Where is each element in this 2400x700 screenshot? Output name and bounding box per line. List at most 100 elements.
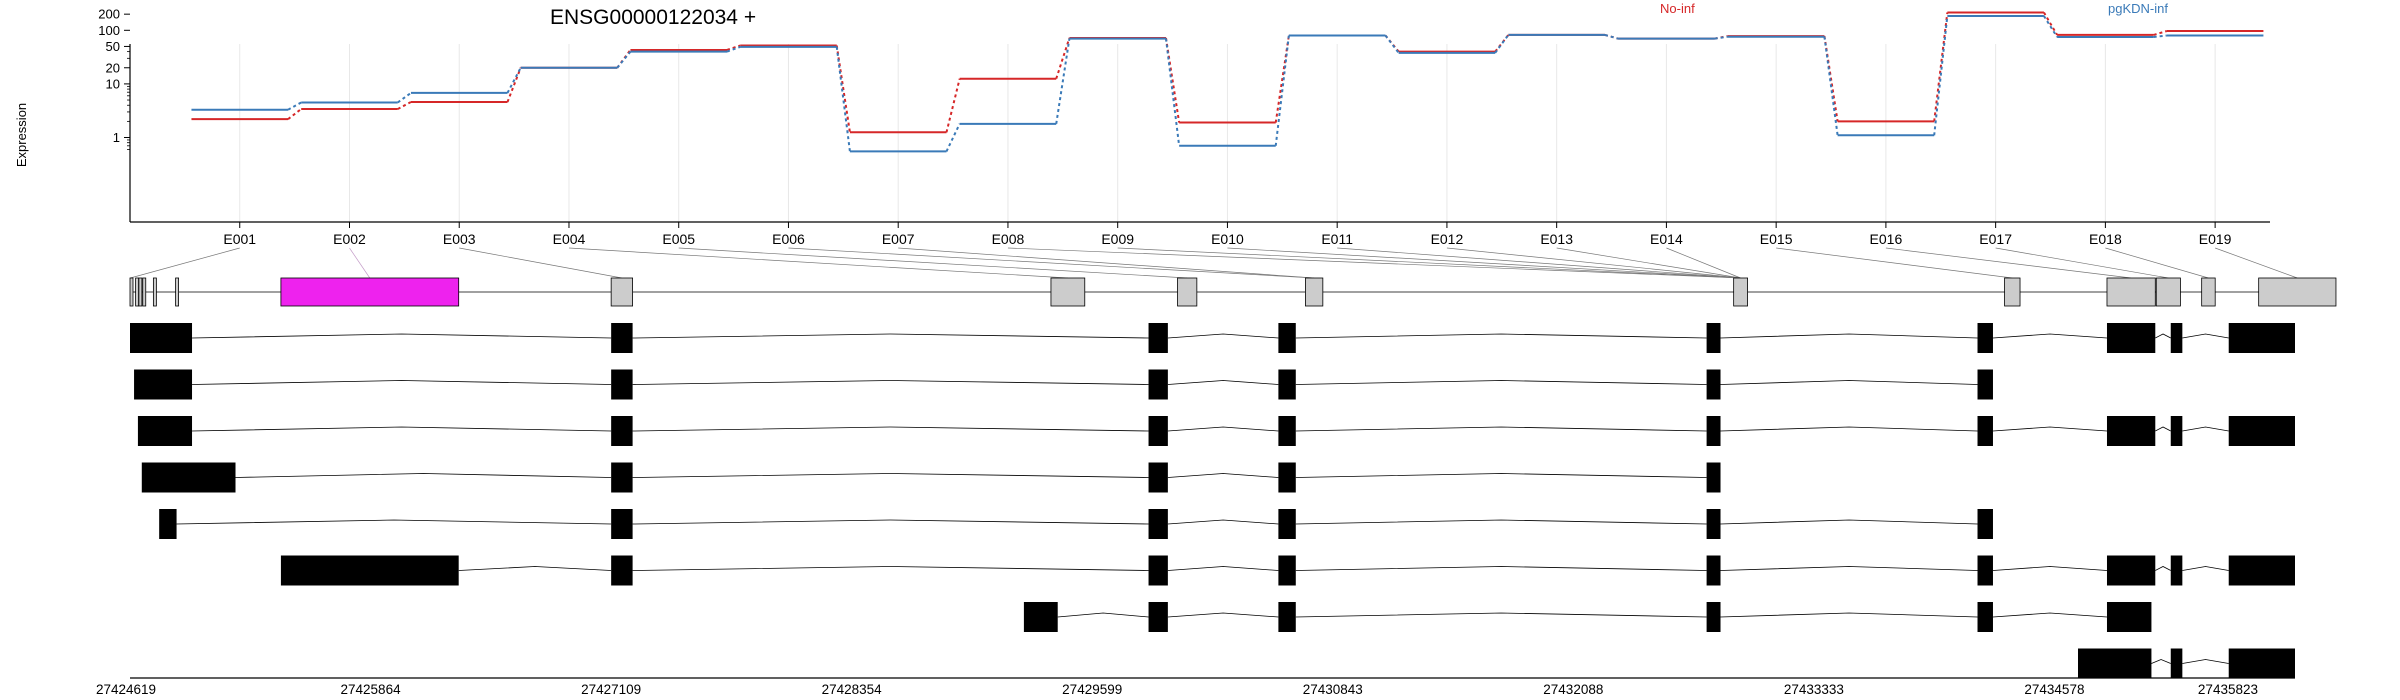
legend-no-inf: No-inf <box>1660 1 1695 16</box>
transcript-exon <box>1278 602 1296 632</box>
series-connector <box>945 123 961 152</box>
transcript-exon <box>1706 509 1721 539</box>
transcript-exon <box>2106 602 2152 632</box>
transcript-exon <box>1977 323 1993 353</box>
transcript-exon <box>2170 648 2183 679</box>
transcript-intron <box>1720 612 1978 618</box>
series-connector <box>506 67 522 103</box>
exon-label-E017: E017 <box>1979 231 2012 247</box>
transcript-exon <box>130 323 193 353</box>
exon-connector <box>1885 247 2132 279</box>
exon-label-E004: E004 <box>553 231 586 247</box>
exon-axis: E001 E002 E003 E004 E005 E006 E007 E008 E009 E010… <box>130 221 2270 247</box>
transcript-exon <box>611 462 633 493</box>
transcripts <box>130 323 2295 679</box>
transcript-intron <box>1167 519 1279 525</box>
transcript-exon <box>1278 369 1296 400</box>
transcript-intron <box>632 519 1149 525</box>
transcript-exon <box>1148 509 1168 539</box>
exon-label-E013: E013 <box>1540 231 1573 247</box>
transcript-exon <box>1278 509 1296 539</box>
exon-label-E015: E015 <box>1760 231 1793 247</box>
transcript-exon <box>1706 555 1721 586</box>
transcript-intron <box>1295 519 1707 525</box>
transcript-intron <box>632 426 1149 432</box>
exon-bin <box>1050 277 1086 307</box>
transcript-intron <box>632 566 1149 571</box>
transcript-intron <box>2182 333 2229 339</box>
series-connector <box>2043 15 2058 38</box>
transcript-2 <box>134 369 1993 400</box>
exon-connector <box>1007 247 1741 279</box>
exon-label-E014: E014 <box>1650 231 1683 247</box>
transcript-exon <box>611 416 633 446</box>
series-connector <box>1384 34 1400 54</box>
exon-label-E016: E016 <box>1870 231 1903 247</box>
transcript-intron <box>2155 566 2171 571</box>
transcript-intron <box>1720 519 1978 525</box>
exon-bin <box>138 277 143 307</box>
transcript-intron <box>192 380 612 385</box>
transcript-exon <box>2228 648 2295 679</box>
transcript-intron <box>1720 426 1978 432</box>
transcript-exon <box>2228 323 2295 353</box>
transcript-exon <box>159 509 177 539</box>
transcript-intron <box>1992 333 2108 339</box>
genomic-tick-label: 27435823 <box>2198 682 2258 697</box>
gridlines <box>239 44 2216 222</box>
transcript-intron <box>1167 473 1279 478</box>
transcript-exon <box>1148 555 1168 586</box>
y-tick-label: 50 <box>106 39 120 54</box>
series-connector <box>2153 34 2167 38</box>
exon-connector <box>1776 247 2013 279</box>
transcript-exon <box>611 555 633 586</box>
exon-bin <box>2258 277 2337 307</box>
exon-label-E012: E012 <box>1431 231 1464 247</box>
exon-connectors <box>130 247 2298 279</box>
transcript-exon <box>1977 602 1993 632</box>
transcript-exon <box>611 369 633 400</box>
transcript-exon <box>141 462 236 493</box>
legend-pgkdn-inf: pgKDN-inf <box>2108 1 2168 16</box>
transcript-exon <box>280 555 459 586</box>
transcript-intron <box>1992 426 2108 432</box>
exon-connector <box>1666 247 1741 279</box>
transcript-intron <box>1720 566 1978 571</box>
transcript-intron <box>1720 333 1978 339</box>
exon-connector <box>1446 247 1741 279</box>
transcript-intron <box>1992 566 2108 571</box>
y-tick-label: 200 <box>98 7 120 22</box>
transcript-intron <box>2151 659 2171 664</box>
transcript-7 <box>1023 602 2152 632</box>
exon-label-E001: E001 <box>223 231 256 247</box>
transcript-exon <box>137 416 193 446</box>
exon-bin <box>1733 277 1748 307</box>
transcript-intron <box>1057 612 1149 618</box>
exon-label-E007: E007 <box>882 231 915 247</box>
series-connector <box>1494 34 1510 54</box>
series-connector <box>1714 35 1729 40</box>
exon-label-E018: E018 <box>2089 231 2122 247</box>
transcript-exon <box>1977 555 1993 586</box>
series-connector <box>1055 37 1071 80</box>
transcript-intron <box>192 333 612 339</box>
transcript-exon <box>2077 648 2152 679</box>
exon-model <box>129 277 2337 307</box>
exon-connector <box>349 247 371 279</box>
exon-bin <box>1305 277 1324 307</box>
exon-connector <box>1337 247 1741 279</box>
exon-label-E002: E002 <box>333 231 366 247</box>
y-axis-label: Expression <box>14 103 29 167</box>
exon-label-E003: E003 <box>443 231 476 247</box>
transcript-4 <box>141 462 1721 493</box>
series-connector <box>945 78 961 133</box>
y-tick-label: 100 <box>98 23 120 38</box>
transcript-intron <box>1167 426 1279 432</box>
transcript-exon <box>1148 602 1168 632</box>
series-connector <box>1933 15 1949 136</box>
transcript-exon <box>2170 416 2183 446</box>
series-connector <box>726 45 741 53</box>
transcript-intron <box>1167 380 1279 385</box>
series-connector <box>1823 36 1839 136</box>
